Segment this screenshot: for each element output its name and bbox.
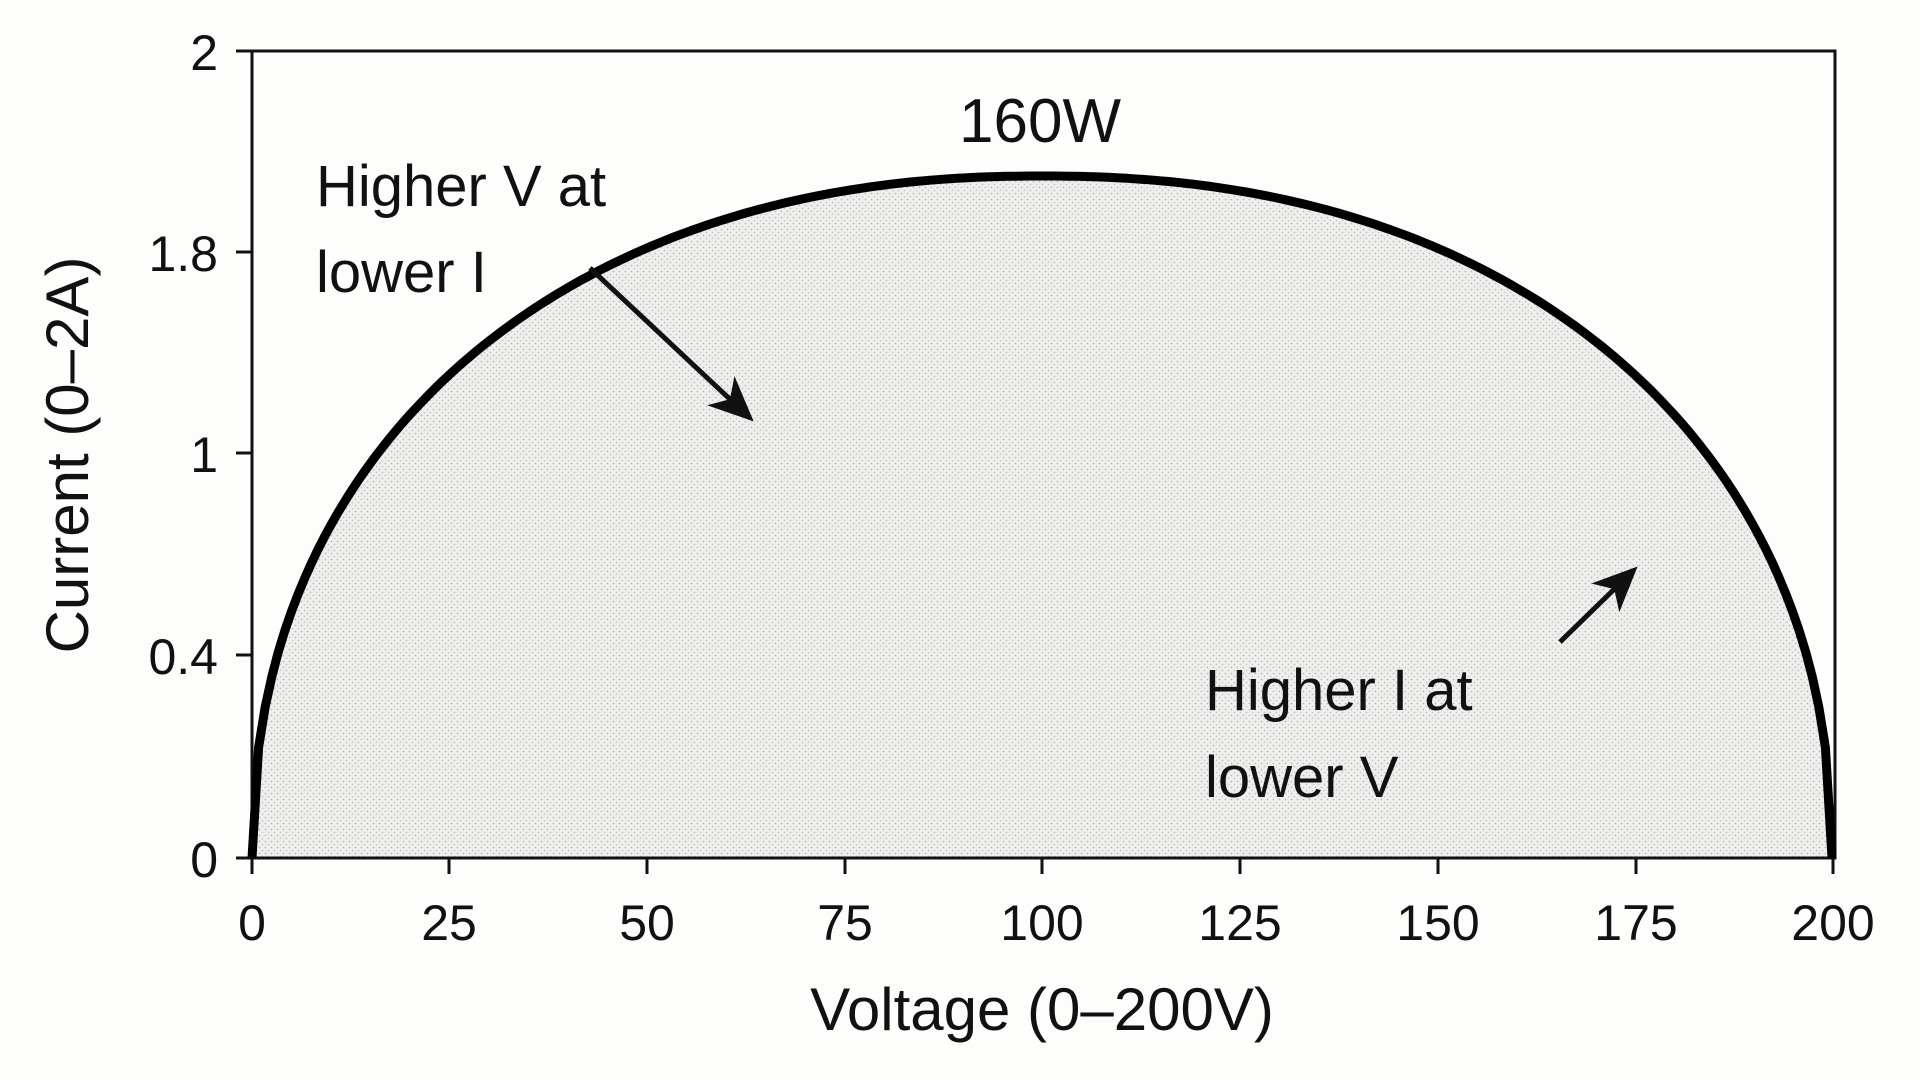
y-tick-label: 1.8 bbox=[148, 226, 218, 282]
peak-power-label: 160W bbox=[959, 87, 1121, 156]
x-tick-label: 125 bbox=[1198, 895, 1281, 951]
x-tick-label: 200 bbox=[1791, 895, 1874, 951]
x-axis: 0 25 50 75 100 125 150 175 200 bbox=[238, 858, 1875, 951]
x-tick-label: 75 bbox=[817, 895, 873, 951]
y-tick-label: 0.4 bbox=[148, 629, 218, 685]
x-tick-label: 50 bbox=[619, 895, 675, 951]
annotation-left-line2: lower I bbox=[316, 240, 487, 305]
y-axis-title: Current (0–2A) bbox=[34, 257, 101, 654]
x-tick-label: 0 bbox=[238, 895, 266, 951]
arrow-up-right-icon bbox=[1558, 566, 1638, 644]
annotation-right-line2: lower V bbox=[1205, 745, 1399, 810]
annotation-left-line1: Higher V at bbox=[316, 154, 606, 219]
y-axis: 2 1.8 1 0.4 0 bbox=[148, 25, 252, 888]
x-tick-label: 175 bbox=[1594, 895, 1677, 951]
x-tick-label: 100 bbox=[1000, 895, 1083, 951]
x-tick-label: 150 bbox=[1396, 895, 1479, 951]
y-tick-label: 0 bbox=[190, 832, 218, 888]
annotation-right-line1: Higher I at bbox=[1205, 658, 1473, 723]
area-fill bbox=[252, 176, 1832, 858]
power-curve bbox=[247, 171, 1837, 859]
y-tick-label: 2 bbox=[190, 25, 218, 81]
x-axis-title: Voltage (0–200V) bbox=[810, 976, 1274, 1043]
x-tick-label: 25 bbox=[421, 895, 477, 951]
y-tick-label: 1 bbox=[190, 427, 218, 483]
arrow-down-right-icon bbox=[588, 266, 754, 422]
